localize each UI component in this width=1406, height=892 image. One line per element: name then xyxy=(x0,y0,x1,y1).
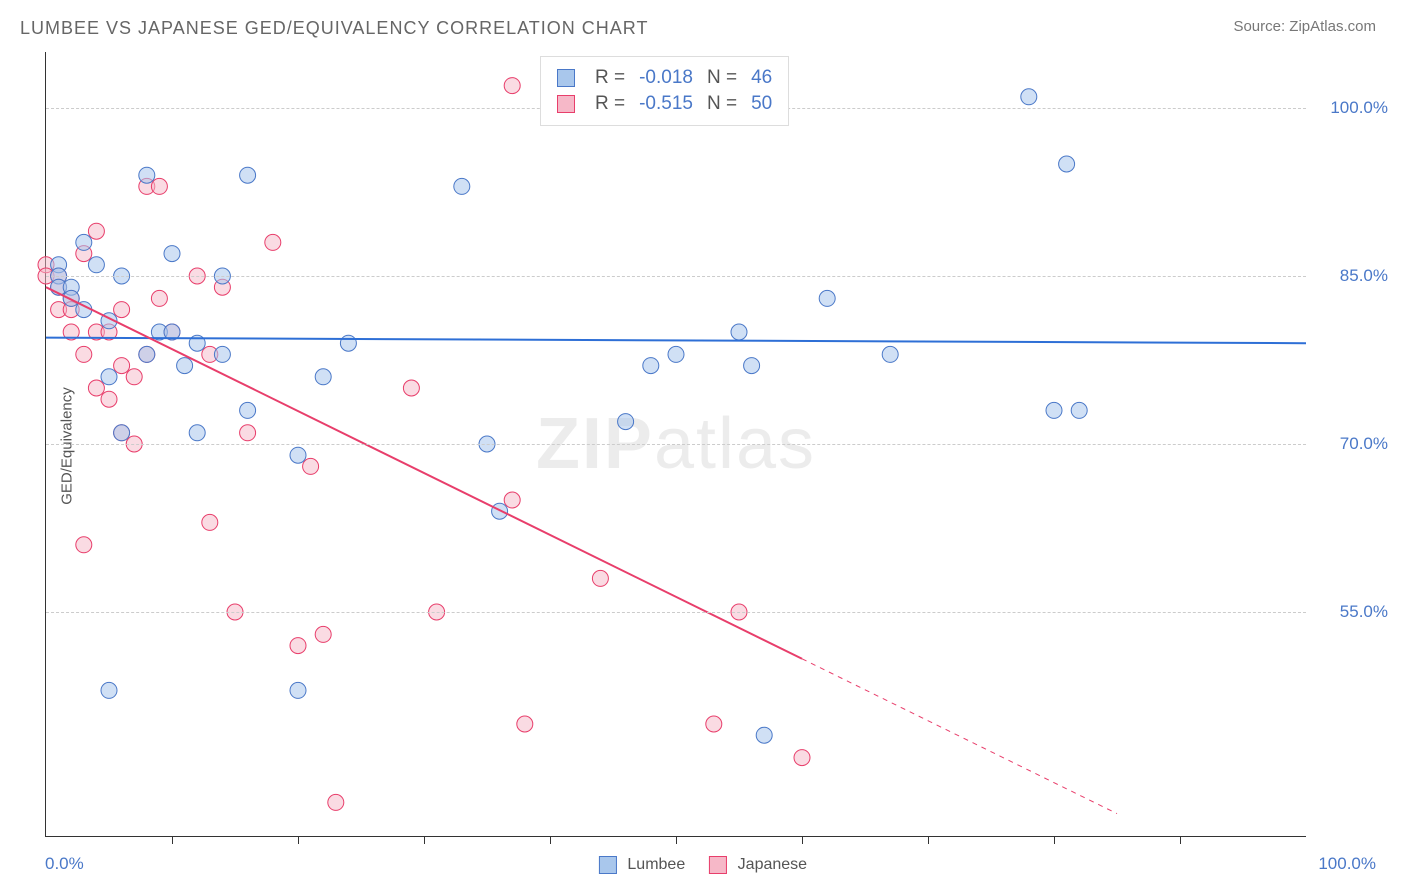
stats-r-label: R = xyxy=(595,67,625,89)
stats-legend: R = -0.018 N = 46 R = -0.515 N = 50 xyxy=(540,56,789,126)
stats-swatch-lumbee xyxy=(557,69,575,87)
y-tick-label: 85.0% xyxy=(1340,266,1388,286)
legend-swatch-lumbee xyxy=(599,856,617,874)
stats-r-value-lumbee: -0.018 xyxy=(639,67,693,89)
stats-r-value-japanese: -0.515 xyxy=(639,93,693,115)
chart-area: ZIPatlas xyxy=(45,52,1306,837)
chart-title: LUMBEE VS JAPANESE GED/EQUIVALENCY CORRE… xyxy=(20,18,648,39)
legend-swatch-japanese xyxy=(709,856,727,874)
stats-n-label: N = xyxy=(707,93,737,115)
y-tick-label: 100.0% xyxy=(1330,98,1388,118)
legend-item-japanese: Japanese xyxy=(709,856,807,874)
legend-label-lumbee: Lumbee xyxy=(627,856,685,873)
stats-swatch-japanese xyxy=(557,95,575,113)
bottom-legend: Lumbee Japanese xyxy=(599,856,807,874)
stats-r-label: R = xyxy=(595,93,625,115)
legend-item-lumbee: Lumbee xyxy=(599,856,685,874)
stats-n-value-japanese: 50 xyxy=(751,93,772,115)
stats-n-label: N = xyxy=(707,67,737,89)
y-tick-label: 70.0% xyxy=(1340,434,1388,454)
stats-row-lumbee: R = -0.018 N = 46 xyxy=(557,65,772,91)
stats-row-japanese: R = -0.515 N = 50 xyxy=(557,91,772,117)
legend-label-japanese: Japanese xyxy=(738,856,807,873)
y-tick-label: 55.0% xyxy=(1340,602,1388,622)
stats-n-value-lumbee: 46 xyxy=(751,67,772,89)
x-axis-max-label: 100.0% xyxy=(1318,854,1376,874)
x-axis-min-label: 0.0% xyxy=(45,854,84,874)
source-label: Source: ZipAtlas.com xyxy=(1233,18,1376,35)
